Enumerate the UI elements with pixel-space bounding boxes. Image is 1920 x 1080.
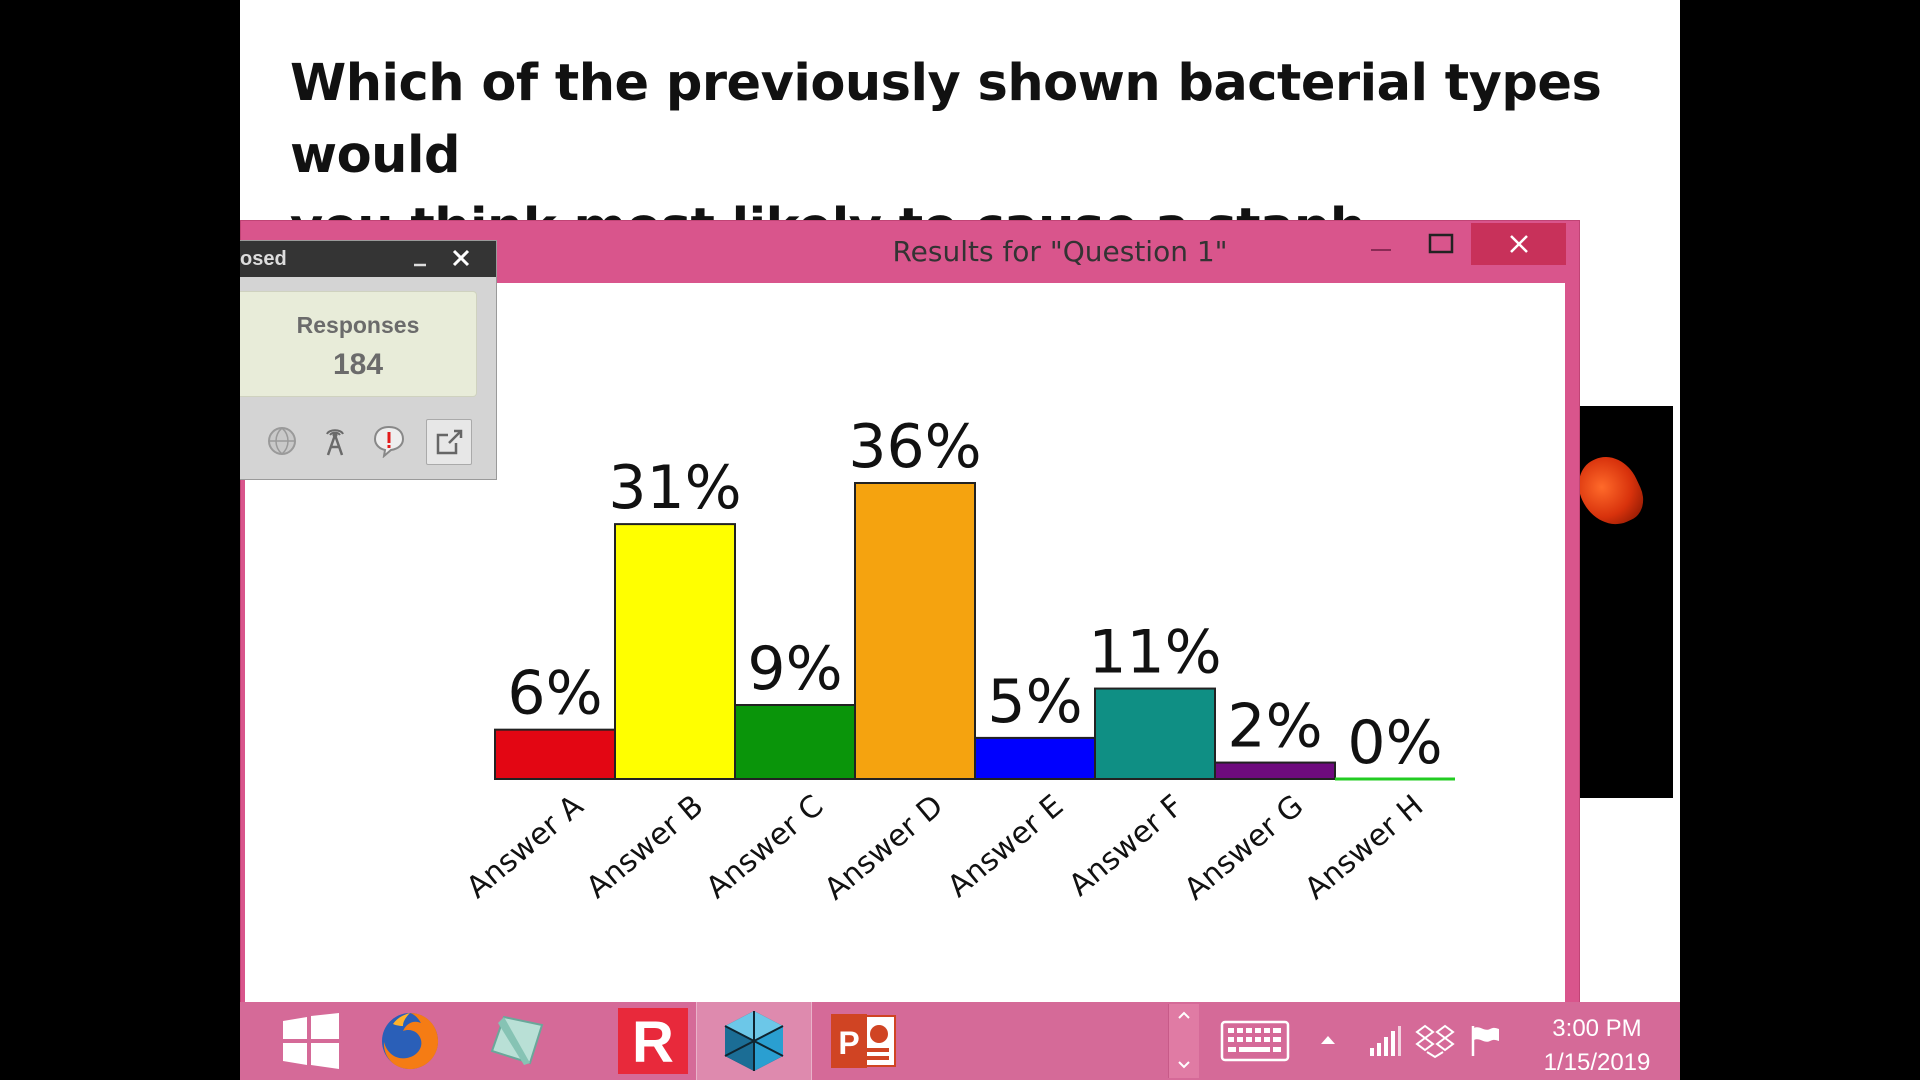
scroll-up-icon (1178, 1011, 1190, 1019)
category-label: Answer D (818, 788, 950, 907)
dropbox-icon[interactable] (1415, 1024, 1455, 1060)
taskbar-scroll-control[interactable] (1168, 1004, 1199, 1078)
category-label: Answer H (1298, 788, 1430, 906)
bar-answer-g (1214, 761, 1336, 780)
value-label: 11% (1088, 618, 1221, 688)
value-label: 9% (747, 634, 842, 704)
results-window: Results for "Question 1" 6% Answer A 31% An… (240, 220, 1580, 1012)
bar-answer-b (614, 523, 736, 780)
screen: Which of the previously shown bacterial … (240, 0, 1680, 1080)
clock-date: 1/15/2019 (1543, 1049, 1651, 1076)
maximize-icon (1428, 233, 1454, 254)
category-label: Answer E (941, 788, 1070, 904)
scroll-down-icon (1178, 1061, 1190, 1069)
bar-answer-c (734, 704, 856, 780)
firefox-icon (382, 1013, 439, 1070)
antenna-icon[interactable] (313, 419, 357, 463)
value-label: 2% (1227, 692, 1322, 762)
bacteria-blob (1568, 447, 1652, 535)
network-signal-icon[interactable] (1368, 1024, 1402, 1058)
results-window-title: Results for "Question 1" (892, 235, 1228, 268)
poll-widget: osed Responses 184 (240, 240, 497, 480)
responses-panel: Responses 184 (240, 291, 477, 397)
minimize-button[interactable] (1351, 223, 1411, 265)
svg-text:P: P (838, 1025, 859, 1061)
share-icon[interactable] (426, 419, 472, 465)
minimize-icon (1371, 249, 1391, 251)
svg-text:R: R (632, 1010, 674, 1074)
bar-answer-d (854, 482, 976, 780)
slide-title-line-1: Which of the previously shown bacterial … (290, 54, 1602, 185)
start-button[interactable] (258, 1002, 364, 1080)
action-center-flag-icon[interactable] (1468, 1024, 1502, 1058)
taskbar: R P (240, 1002, 1680, 1080)
bar-answer-f (1094, 687, 1216, 780)
bar-chart: 6% Answer A 31% Answer B 9% Answer C 36% Answer… (460, 412, 1455, 907)
show-hidden-icons-icon[interactable] (1318, 1032, 1338, 1048)
value-label: 36% (848, 412, 981, 482)
poll-title: osed (240, 248, 287, 270)
category-label: Answer F (1062, 788, 1190, 903)
powerpoint-icon: P (831, 1014, 896, 1068)
slide-background-image (1568, 406, 1673, 798)
r-app-icon: R (618, 1008, 688, 1074)
category-label: Answer G (1178, 788, 1310, 907)
cube-app-icon (724, 1011, 784, 1071)
alert-bubble-icon[interactable] (367, 419, 411, 463)
windows-logo-icon (283, 1013, 339, 1069)
value-label: 0% (1347, 708, 1442, 778)
bar-answer-a (494, 728, 616, 780)
category-label: Answer C (700, 788, 830, 905)
taskbar-firefox[interactable] (357, 1002, 463, 1080)
poll-close-icon[interactable] (448, 245, 474, 271)
taskbar-r-app[interactable]: R (600, 1002, 706, 1080)
poll-minimize-icon[interactable] (408, 245, 434, 271)
value-label: 6% (507, 659, 602, 729)
taskbar-glass-app[interactable] (463, 1002, 569, 1080)
category-label: Answer B (580, 788, 710, 905)
bar-answer-e (974, 736, 1096, 780)
taskbar-powerpoint[interactable]: P (811, 1002, 917, 1080)
clock-time: 3:00 PM (1552, 1015, 1642, 1042)
maximize-button[interactable] (1411, 223, 1471, 265)
poll-titlebar[interactable]: osed (240, 241, 496, 277)
close-button[interactable] (1471, 223, 1566, 265)
globe-icon[interactable] (260, 419, 304, 463)
system-clock[interactable]: 3:00 PM 1/15/2019 (1522, 1012, 1672, 1080)
category-label: Answer A (460, 788, 591, 905)
glass-app-icon (490, 1015, 544, 1065)
close-icon (1509, 235, 1528, 253)
value-label: 31% (608, 453, 741, 523)
value-label: 5% (987, 667, 1082, 737)
responses-label: Responses (296, 312, 420, 338)
taskbar-vm-app[interactable] (696, 1002, 812, 1080)
keyboard-icon[interactable] (1220, 1020, 1290, 1062)
results-titlebar[interactable]: Results for "Question 1" (241, 221, 1579, 283)
responses-count: 184 (332, 348, 384, 381)
